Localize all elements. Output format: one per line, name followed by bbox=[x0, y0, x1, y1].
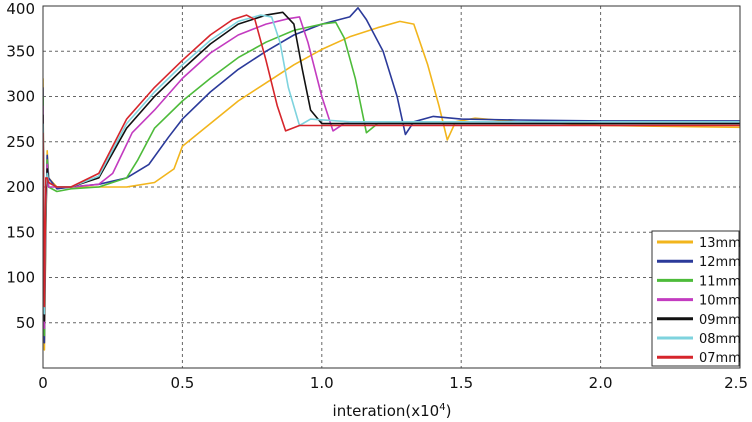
y-tick-label-50: 50 bbox=[16, 314, 35, 332]
y-axis-ticks: 50 100 150 200 250 300 350 400 bbox=[6, 0, 35, 332]
legend: 13mm 12mm 11mm 10mm 09mm 08mm 07mm bbox=[651, 230, 741, 367]
x-axis-ticks: 0 0.5 1.0 1.5 2.0 2.5 bbox=[38, 374, 748, 392]
legend-label-10mm: 10mm bbox=[699, 294, 741, 309]
y-tick-label-350: 350 bbox=[6, 42, 35, 60]
legend-label-12mm: 12mm bbox=[699, 255, 741, 270]
series-line-10mm bbox=[43, 16, 740, 329]
series-line-11mm bbox=[43, 21, 740, 337]
series-layer bbox=[43, 7, 740, 351]
x-axis-title: interation(x104) bbox=[333, 402, 452, 420]
y-tick-label-150: 150 bbox=[6, 223, 35, 241]
grid-layer bbox=[43, 6, 740, 368]
x-tick-label-0: 0 bbox=[38, 374, 48, 392]
y-tick-label-250: 250 bbox=[6, 133, 35, 151]
series-line-09mm bbox=[43, 11, 740, 322]
x-tick-label-2.0: 2.0 bbox=[589, 374, 613, 392]
legend-label-07mm: 07mm bbox=[699, 351, 741, 366]
y-tick-label-400: 400 bbox=[6, 0, 35, 18]
legend-label-08mm: 08mm bbox=[699, 332, 741, 347]
legend-label-13mm: 13mm bbox=[699, 236, 741, 251]
x-tick-label-2.5: 2.5 bbox=[724, 374, 748, 392]
x-tick-label-1.0: 1.0 bbox=[310, 374, 334, 392]
y-tick-label-200: 200 bbox=[6, 178, 35, 196]
y-tick-label-100: 100 bbox=[6, 269, 35, 287]
x-tick-label-0.5: 0.5 bbox=[170, 374, 194, 392]
legend-label-11mm: 11mm bbox=[699, 274, 741, 289]
y-tick-label-300: 300 bbox=[6, 88, 35, 106]
plot-frame bbox=[42, 5, 741, 369]
x-tick-label-1.5: 1.5 bbox=[449, 374, 473, 392]
series-line-13mm bbox=[43, 20, 740, 351]
series-line-07mm bbox=[43, 14, 740, 308]
legend-label-09mm: 09mm bbox=[699, 313, 741, 328]
series-line-12mm bbox=[43, 7, 740, 344]
